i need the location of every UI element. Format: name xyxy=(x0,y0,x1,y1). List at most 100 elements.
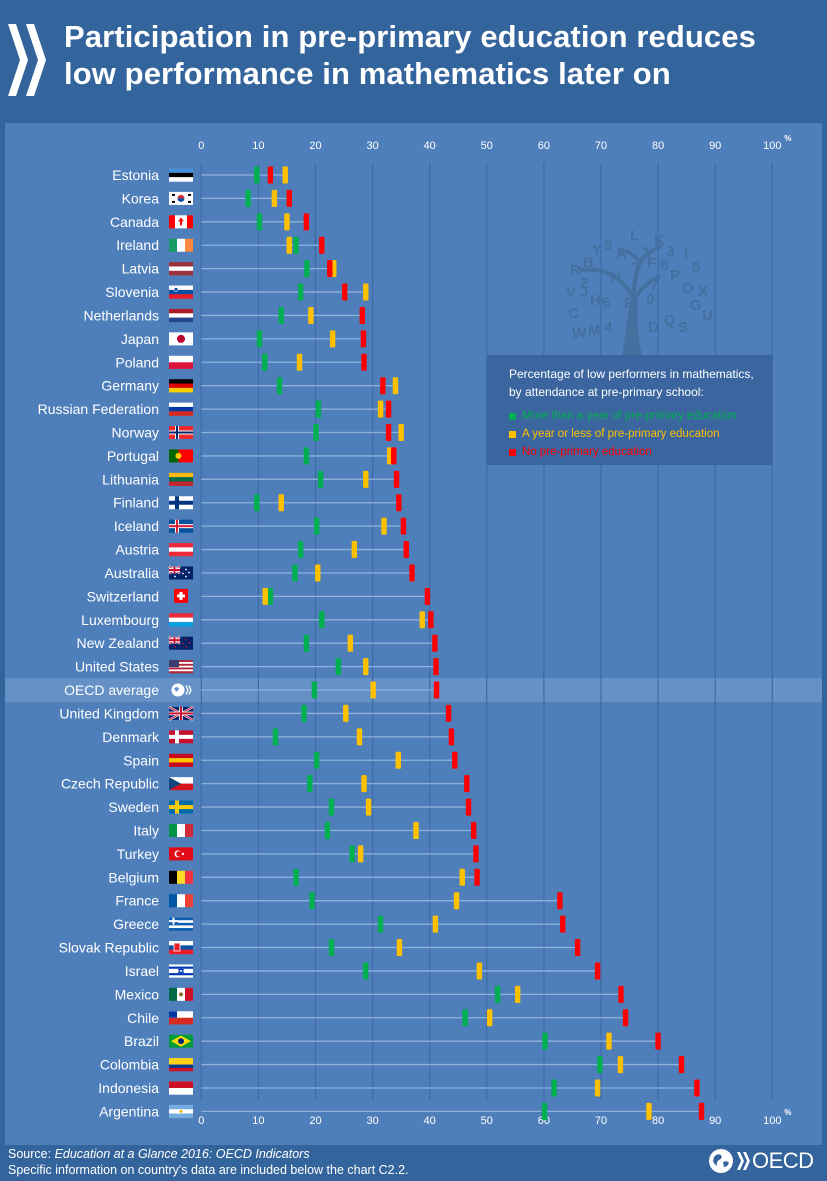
marker-no-pre-primary xyxy=(403,541,409,559)
marker-a-year-or-less xyxy=(606,1032,612,1050)
marker-more-than-a-year xyxy=(313,751,320,769)
marker-no-pre-primary xyxy=(391,447,397,465)
marker-a-year-or-less xyxy=(514,985,521,1003)
chart-panel xyxy=(5,123,822,1145)
chart-row: United States xyxy=(75,658,439,676)
marker-no-pre-primary xyxy=(361,353,367,371)
tree-letter: S xyxy=(678,319,688,336)
marker-a-year-or-less xyxy=(271,189,278,207)
brazil-flag xyxy=(169,1034,193,1048)
marker-no-pre-primary xyxy=(465,798,472,816)
tree-letter: T xyxy=(632,260,641,277)
marker-no-pre-primary xyxy=(393,470,400,488)
tree-letter: Q xyxy=(664,312,676,329)
country-label: Lithuania xyxy=(102,471,159,487)
chart-row: Australia xyxy=(105,564,415,582)
bottom-axis-tick-label: 10 xyxy=(252,1115,264,1127)
france-flag xyxy=(169,894,193,908)
tree-letter: B xyxy=(583,254,594,271)
marker-more-than-a-year xyxy=(278,306,284,324)
turkey-flag xyxy=(169,847,193,861)
country-label: Israel xyxy=(125,963,159,979)
tree-letter: D xyxy=(648,319,659,336)
tree-letter: R xyxy=(570,262,581,279)
marker-no-pre-primary xyxy=(286,189,292,207)
marker-no-pre-primary xyxy=(341,283,348,301)
oecd-wordmark: OECD xyxy=(752,1148,814,1173)
tree-letter: 6 xyxy=(602,294,610,311)
chart-row: Netherlands xyxy=(84,306,366,324)
marker-a-year-or-less xyxy=(329,330,336,348)
marker-no-pre-primary xyxy=(385,400,392,418)
marker-no-pre-primary xyxy=(445,704,452,722)
marker-more-than-a-year xyxy=(551,1079,557,1097)
korea-flag xyxy=(169,191,193,205)
tree-letter: N xyxy=(610,269,621,286)
chart-row: Mexico xyxy=(115,985,624,1003)
legend-item-a-year-or-less: A year or less of pre-primary education xyxy=(509,425,772,443)
top-axis-tick-label: 10 xyxy=(252,140,264,152)
marker-more-than-a-year xyxy=(328,939,335,957)
iceland-flag xyxy=(169,519,193,533)
legend-item-more-than-a-year: More than a year of pre-primary educatio… xyxy=(509,407,772,425)
legend-swatch-green xyxy=(509,412,516,420)
country-label: Italy xyxy=(133,822,159,838)
israel-flag xyxy=(169,964,193,978)
marker-a-year-or-less xyxy=(286,236,292,254)
marker-no-pre-primary xyxy=(433,658,439,676)
country-label: Denmark xyxy=(102,729,160,745)
canada-flag xyxy=(169,215,193,229)
tree-letter: 5 xyxy=(692,259,700,276)
chart-row: Chile xyxy=(127,1009,629,1027)
chart-row: Canada xyxy=(110,213,310,231)
slovak-republic-flag xyxy=(169,941,193,955)
marker-more-than-a-year xyxy=(297,283,304,301)
marker-no-pre-primary xyxy=(359,306,366,324)
top-axis-tick-label: 70 xyxy=(595,140,607,152)
marker-more-than-a-year xyxy=(293,868,299,886)
marker-a-year-or-less xyxy=(351,541,358,559)
marker-more-than-a-year xyxy=(309,892,315,910)
chart-row: Portugal xyxy=(107,447,397,465)
top-axis-tick-label: 100 xyxy=(763,140,781,152)
tree-letter: 2 xyxy=(580,275,588,292)
russia-flag xyxy=(169,402,193,416)
legend: Percentage of low performers in mathemat… xyxy=(487,355,772,465)
marker-more-than-a-year xyxy=(324,821,331,839)
marker-no-pre-primary xyxy=(594,962,601,980)
chart-row: Belgium xyxy=(108,868,480,886)
top-axis-tick-label: 0 xyxy=(198,140,204,152)
country-label: Korea xyxy=(122,190,160,206)
marker-a-year-or-less xyxy=(617,1056,624,1074)
oecd-globe-icon xyxy=(709,1149,733,1173)
tree-letter: I xyxy=(684,245,688,262)
marker-no-pre-primary xyxy=(433,681,440,699)
tree-letter: G xyxy=(690,297,702,314)
tree-letter: 9 xyxy=(604,237,612,254)
marker-no-pre-primary xyxy=(474,868,480,886)
marker-a-year-or-less xyxy=(396,939,403,957)
legend-title: Percentage of low performers in mathemat… xyxy=(509,365,772,401)
country-label: Colombia xyxy=(100,1057,159,1073)
country-label: Slovak Republic xyxy=(59,940,159,956)
chart-row: Iceland xyxy=(114,517,407,535)
latvia-flag xyxy=(169,262,193,276)
tree-letter: L xyxy=(630,227,639,244)
country-label: Australia xyxy=(105,565,160,581)
country-label: Japan xyxy=(121,331,159,347)
chart-row: Spain xyxy=(123,751,458,769)
marker-a-year-or-less xyxy=(395,751,401,769)
bottom-axis-tick-label: 0 xyxy=(198,1115,204,1127)
marker-more-than-a-year xyxy=(292,564,298,582)
tree-letter: K xyxy=(654,232,665,249)
marker-a-year-or-less xyxy=(392,377,399,395)
tree-letter: 8 xyxy=(660,257,668,274)
indonesia-flag xyxy=(169,1081,193,1095)
oecd-globe-icon xyxy=(171,683,192,697)
bottom-axis-tick-label: 100 xyxy=(763,1115,781,1127)
tree-letter: W xyxy=(572,325,587,342)
marker-a-year-or-less xyxy=(432,915,439,933)
tree-letter: H xyxy=(590,292,601,309)
marker-no-pre-primary xyxy=(267,166,274,184)
